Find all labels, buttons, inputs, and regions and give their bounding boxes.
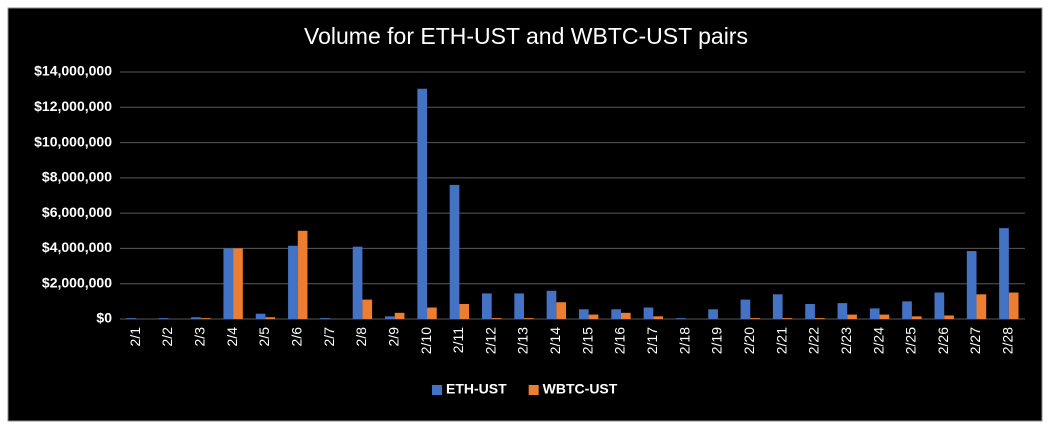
bar	[417, 88, 428, 319]
x-tick-label: 2/14	[547, 327, 563, 354]
bar	[524, 318, 534, 319]
bar	[847, 314, 857, 319]
bar	[362, 299, 373, 319]
bar	[675, 318, 686, 319]
y-tick-label: $0	[96, 310, 112, 326]
x-tick-label: 2/15	[579, 327, 595, 354]
bar	[297, 230, 308, 319]
y-tick-label: $14,000,000	[34, 63, 112, 79]
x-tick-label: 2/6	[288, 327, 304, 347]
bar	[837, 303, 848, 319]
y-tick-label: $10,000,000	[34, 133, 112, 149]
bar	[902, 301, 912, 319]
x-tick-label: 2/24	[870, 327, 886, 354]
bar	[611, 309, 621, 319]
bar	[643, 307, 654, 319]
bar	[352, 246, 363, 319]
x-tick-label: 2/9	[385, 327, 401, 347]
x-tick-label: 2/5	[256, 327, 272, 347]
x-tick-label: 2/22	[806, 327, 822, 354]
bar	[588, 314, 599, 319]
y-tick-label: $4,000,000	[42, 239, 112, 255]
legend-label: WBTC-UST	[543, 381, 618, 397]
y-tick-label: $8,000,000	[42, 169, 112, 185]
bar	[158, 318, 169, 319]
bar	[879, 314, 890, 319]
x-tick-label: 2/17	[644, 327, 660, 354]
x-tick-label: 2/26	[935, 327, 951, 354]
x-tick-label: 2/12	[482, 327, 498, 354]
bar	[653, 316, 663, 319]
bar	[233, 248, 243, 319]
x-tick-label: 2/2	[159, 327, 175, 347]
bar	[944, 315, 954, 319]
bar	[556, 302, 567, 319]
bar	[620, 312, 631, 319]
bar	[546, 290, 557, 319]
bar	[708, 309, 718, 319]
bar	[482, 293, 492, 319]
chart-title: Volume for ETH-UST and WBTC-UST pairs	[304, 23, 748, 49]
bar	[200, 318, 211, 319]
x-tick-label: 2/27	[967, 327, 983, 354]
y-tick-label: $2,000,000	[42, 274, 112, 290]
bar	[772, 294, 783, 319]
x-tick-label: 2/25	[903, 327, 919, 354]
bar	[394, 312, 405, 319]
bar	[911, 316, 922, 319]
bar	[869, 308, 880, 319]
x-tick-label: 2/16	[612, 327, 628, 354]
x-tick-label: 2/10	[418, 327, 434, 354]
bar	[255, 313, 266, 319]
legend-label: ETH-UST	[446, 381, 507, 397]
bar	[934, 292, 945, 319]
bar	[999, 228, 1009, 319]
bar	[805, 304, 815, 319]
bar	[491, 318, 502, 319]
x-tick-label: 2/1	[127, 327, 143, 347]
bar	[976, 294, 987, 319]
y-tick-label: $12,000,000	[34, 98, 112, 114]
y-tick-label: $6,000,000	[42, 204, 112, 220]
bar	[265, 317, 276, 319]
legend-swatch	[432, 385, 442, 395]
x-tick-label: 2/20	[741, 327, 757, 354]
bar	[191, 317, 201, 319]
bar	[459, 304, 470, 319]
x-tick-label: 2/8	[353, 327, 369, 347]
bar	[966, 251, 977, 319]
bar	[514, 293, 525, 319]
x-tick-label: 2/23	[838, 327, 854, 354]
bar	[288, 245, 298, 319]
x-tick-label: 2/21	[773, 327, 789, 354]
bar	[449, 184, 460, 319]
bar	[427, 307, 437, 319]
bar	[782, 318, 793, 319]
bar	[223, 248, 234, 319]
bar	[578, 309, 589, 319]
legend-swatch	[528, 385, 539, 395]
x-tick-label: 2/18	[676, 327, 692, 354]
x-tick-label: 2/7	[321, 327, 337, 347]
x-tick-label: 2/28	[1000, 327, 1016, 354]
x-tick-label: 2/4	[224, 327, 240, 347]
chart-background	[7, 7, 1043, 422]
x-tick-label: 2/13	[515, 327, 531, 354]
bar	[814, 318, 825, 319]
bar	[740, 299, 751, 319]
bar	[320, 318, 331, 319]
bar	[385, 316, 395, 319]
x-tick-label: 2/3	[192, 327, 208, 347]
bar	[750, 318, 760, 319]
bar	[126, 318, 137, 319]
x-tick-label: 2/19	[709, 327, 725, 354]
bar	[1008, 292, 1019, 319]
x-tick-label: 2/11	[450, 327, 466, 353]
